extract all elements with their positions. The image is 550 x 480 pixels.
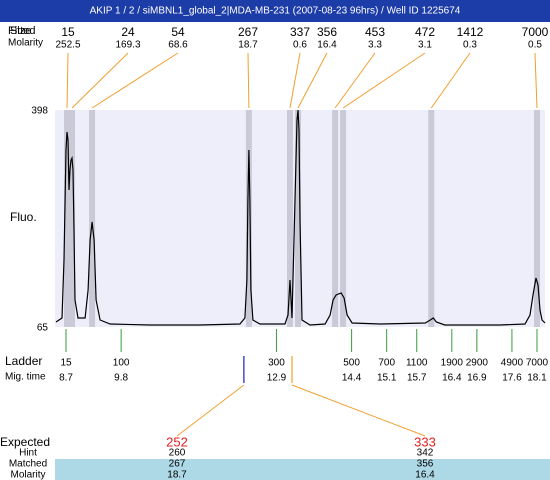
ladder-size: 4900: [501, 358, 524, 369]
peak-molarity: 3.3: [368, 40, 382, 51]
ladder-size: 700: [378, 358, 395, 369]
peak-size: 15: [61, 25, 75, 39]
expected-connector: [291, 384, 426, 437]
matched-value: 356: [417, 459, 434, 470]
peak-connector: [247, 52, 250, 109]
chart-title: AKIP 1 / 2 / siMBNL1_global_2|MDA-MB-231…: [90, 6, 461, 17]
ladder-time: 16.9: [467, 373, 487, 384]
peak-band: [533, 110, 540, 327]
ladder-size: 100: [113, 358, 130, 369]
peak-band: [428, 110, 435, 327]
peak-connector: [342, 52, 426, 109]
peak-size: 337: [290, 25, 310, 39]
peak-size: 24: [121, 25, 135, 39]
ladder-time: 9.8: [114, 373, 128, 384]
ladder-time: 18.1: [527, 373, 547, 384]
y-tick-label: 65: [37, 323, 49, 334]
ladder-size: 300: [268, 358, 285, 369]
peak-molarity: 68.6: [168, 40, 188, 51]
peak-molarity: 252.5: [55, 40, 80, 51]
trace: [55, 109, 546, 326]
peak-molarity: 16.4: [317, 40, 337, 51]
ladder-time: 14.4: [342, 373, 362, 384]
ladder-time: 12.9: [267, 373, 287, 384]
peak-connector: [534, 52, 538, 109]
expected-label: Expected: [0, 435, 50, 449]
peak-size: 1412: [457, 25, 484, 39]
peak-molarity: 3.1: [418, 40, 432, 51]
peak-molarity: 169.3: [115, 40, 140, 51]
ladder-size: 7000: [526, 358, 549, 369]
peak-connector: [430, 52, 471, 109]
molarity-value: 16.4: [415, 470, 435, 480]
peak-size: 472: [415, 25, 435, 39]
peak-band: [286, 110, 293, 327]
peak-molarity: 0.6: [293, 40, 307, 51]
ladder-time: 16.4: [442, 373, 462, 384]
matched-value: 267: [169, 459, 186, 470]
header-bar: [0, 0, 550, 22]
molarity-value: 18.7: [167, 470, 187, 480]
peak-band: [340, 110, 347, 327]
y-tick-label: 398: [31, 106, 48, 117]
peak-band: [294, 110, 301, 327]
ladder-time: 15.7: [407, 373, 427, 384]
ladder-time: 15.1: [377, 373, 397, 384]
ladder-time: 17.6: [502, 373, 522, 384]
ladder-time: 8.7: [59, 373, 73, 384]
peak-size: 54: [171, 25, 185, 39]
expected-value: 333: [414, 434, 436, 449]
ladder-label: Ladder: [5, 354, 42, 368]
size-label: Size: [10, 25, 31, 37]
molarity-label: Molarity: [8, 38, 43, 49]
ladder-size: 1900: [441, 358, 464, 369]
y-axis-label: Fluo.: [10, 210, 37, 224]
ladder-size: 2900: [466, 358, 489, 369]
mig-time-label: Mig. time: [5, 372, 46, 383]
peak-band: [332, 110, 339, 327]
expected-value: 252: [166, 434, 188, 449]
row-label: Matched: [9, 459, 47, 470]
hint-value: 342: [417, 448, 434, 459]
peak-size: 267: [238, 25, 258, 39]
peak-size: 7000: [522, 25, 549, 39]
matched-row-bg: [55, 459, 550, 480]
peak-molarity: 0.5: [528, 40, 542, 51]
ladder-size: 1100: [406, 358, 428, 369]
peak-connector: [71, 52, 129, 109]
peak-band: [89, 110, 96, 327]
row-label: Hint: [19, 448, 37, 459]
peak-molarity: 18.7: [238, 40, 258, 51]
ladder-size: 15: [60, 358, 72, 369]
expected-connector: [176, 384, 245, 437]
peak-size: 453: [365, 25, 385, 39]
peak-size: 356: [317, 25, 337, 39]
hint-value: 260: [169, 448, 186, 459]
peak-connector: [66, 52, 69, 109]
peak-connector: [91, 52, 179, 109]
row-label: Molarity: [10, 470, 45, 480]
ladder-size: 500: [343, 358, 360, 369]
peak-band: [245, 110, 252, 327]
fitted-label: Fitted: [8, 25, 36, 37]
peak-connector: [334, 52, 376, 109]
peak-band: [69, 110, 76, 327]
peak-molarity: 0.3: [463, 40, 477, 51]
peak-band: [64, 110, 71, 327]
peak-connector: [297, 52, 328, 109]
peak-connector: [289, 52, 301, 109]
